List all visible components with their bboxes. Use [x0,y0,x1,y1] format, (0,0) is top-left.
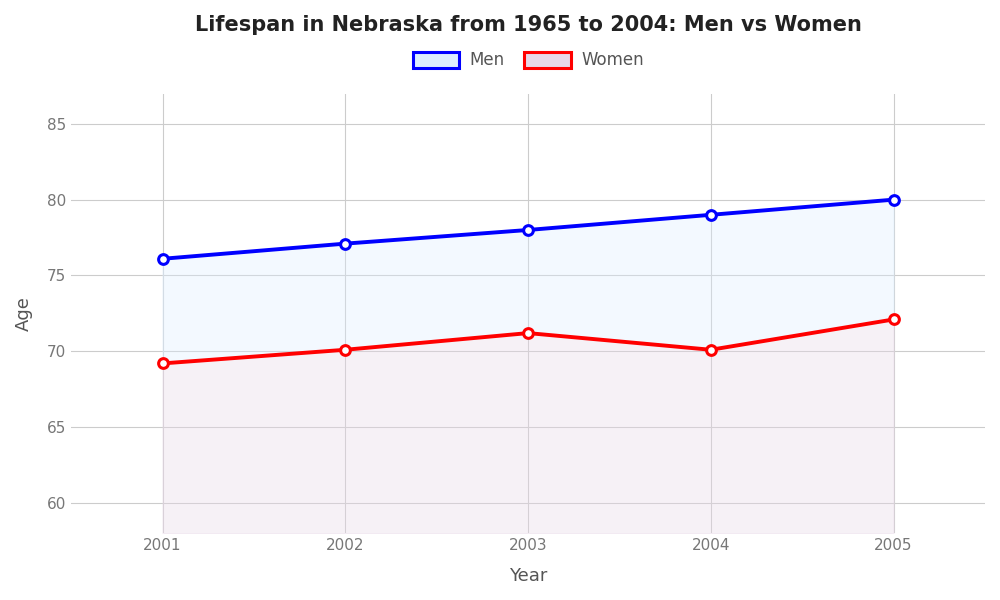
Title: Lifespan in Nebraska from 1965 to 2004: Men vs Women: Lifespan in Nebraska from 1965 to 2004: … [195,15,862,35]
X-axis label: Year: Year [509,567,547,585]
Y-axis label: Age: Age [15,296,33,331]
Legend: Men, Women: Men, Women [406,44,650,76]
